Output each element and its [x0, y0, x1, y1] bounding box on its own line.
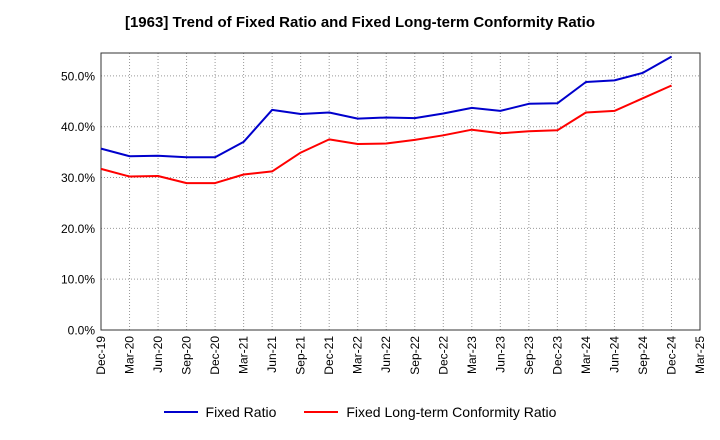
x-tick-label: Dec-22 [436, 336, 450, 375]
legend-item-fixed-ratio: Fixed Ratio [163, 404, 277, 420]
chart-title: [1963] Trend of Fixed Ratio and Fixed Lo… [124, 14, 596, 31]
x-tick-label: Sep-20 [180, 336, 194, 375]
x-tick-label: Jun-21 [265, 336, 279, 373]
x-tick-label: Mar-23 [465, 336, 479, 374]
x-tick-label: Mar-22 [351, 336, 365, 374]
legend-item-fixed-long-term-conformity-ratio: Fixed Long-term Conformity Ratio [304, 404, 556, 420]
x-tick-label: Dec-21 [322, 336, 336, 375]
x-tick-label: Sep-23 [522, 336, 536, 375]
x-tick-label: Sep-24 [636, 336, 650, 375]
x-tick-label: Mar-21 [237, 336, 251, 374]
x-tick-label: Jun-22 [379, 336, 393, 373]
legend-swatch-fixed-ratio [163, 411, 198, 413]
x-tick-label: Mar-24 [579, 336, 593, 374]
y-tick-label: 30.0% [61, 171, 95, 185]
y-tick-label: 50.0% [61, 69, 95, 83]
y-tick-label: 40.0% [61, 120, 95, 134]
x-tick-label: Jun-23 [493, 336, 507, 373]
legend-swatch-fixed-long-term-conformity-ratio [304, 411, 339, 413]
legend-label-fixed-ratio: Fixed Ratio [205, 404, 277, 420]
x-tick-label: Sep-22 [408, 336, 422, 375]
legend-label-fixed-long-term-conformity-ratio: Fixed Long-term Conformity Ratio [346, 404, 557, 420]
series-line-fixed-ratio [100, 55, 672, 159]
series-line-fixed-long-term-conformity-ratio [100, 84, 672, 185]
x-tick-label: Dec-19 [94, 336, 108, 375]
x-tick-label: Dec-23 [550, 336, 564, 375]
y-tick-label: 10.0% [61, 273, 95, 287]
plot-area [100, 52, 701, 331]
chart-legend: Fixed Ratio Fixed Long-term Conformity R… [0, 404, 720, 420]
x-tick-label: Jun-24 [607, 336, 621, 373]
x-tick-label: Sep-21 [294, 336, 308, 375]
x-tick-label: Mar-20 [123, 336, 137, 374]
x-tick-label: Jun-20 [151, 336, 165, 373]
x-tick-label: Mar-25 [693, 336, 707, 374]
y-tick-label: 0.0% [68, 324, 96, 338]
y-tick-label: 20.0% [61, 222, 95, 236]
x-tick-label: Dec-20 [208, 336, 222, 375]
x-tick-label: Dec-24 [664, 336, 678, 375]
